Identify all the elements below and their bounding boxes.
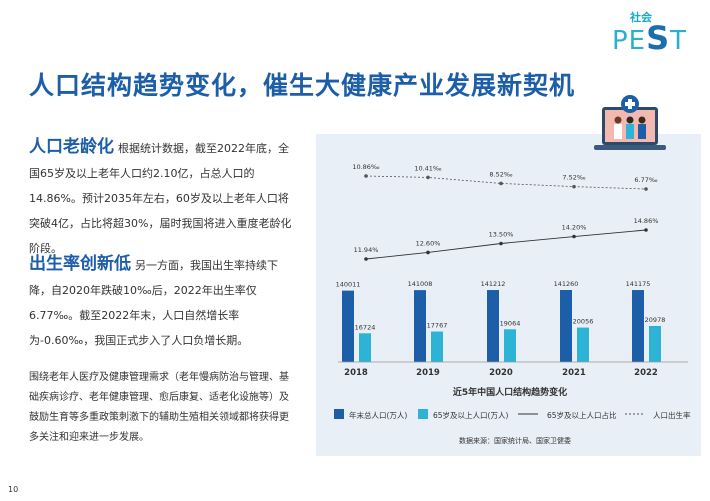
logo-t: T — [670, 26, 688, 56]
section-birth: 出生率创新低 另一方面，我国出生率持续下降，自2020年跌破10‰后，2022年出… — [29, 252, 297, 353]
logo-pe: PE — [612, 26, 647, 56]
section-aging-text: 根据统计数据，截至2022年底，全国65岁及以上老年人口约2.10亿，占总人口的… — [29, 142, 292, 255]
section-birth-heading: 出生率创新低 — [29, 254, 131, 274]
logo: PEST — [612, 19, 687, 57]
section-aging-heading: 人口老龄化 — [29, 137, 114, 157]
section-birth-text: 另一方面，我国出生率持续下降，自2020年跌破10‰后，2022年出生率仅6.7… — [29, 259, 278, 347]
logo-text-small: 社会 — [630, 11, 652, 24]
chart-panel — [316, 134, 701, 456]
logo-s: S — [646, 19, 671, 57]
page-title: 人口结构趋势变化，催生大健康产业发展新契机 — [29, 71, 576, 100]
closing-paragraph: 围绕老年人医疗及健康管理需求（老年慢病防治与管理、基础疾病诊疗、老年健康管理、愈… — [29, 372, 289, 443]
laptop-doctors-illustration — [594, 95, 666, 150]
page-number: 10 — [8, 485, 19, 494]
section-aging: 人口老龄化 根据统计数据，截至2022年底，全国65岁及以上老年人口约2.10亿，… — [29, 135, 297, 261]
